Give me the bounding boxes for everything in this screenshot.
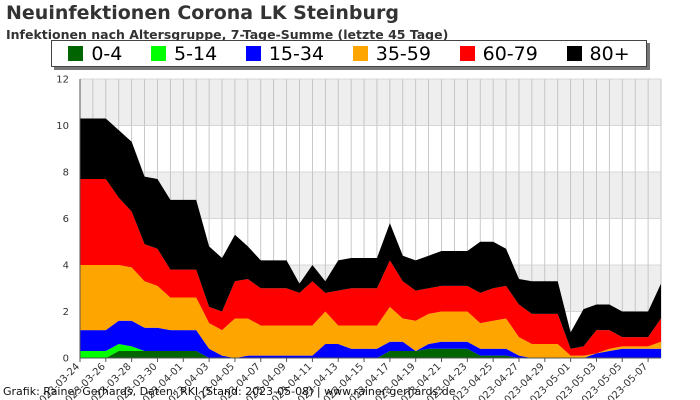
background-band <box>80 79 661 126</box>
legend-swatch <box>460 46 475 61</box>
legend-label: 5-14 <box>174 43 217 65</box>
legend-label: 0-4 <box>91 43 122 65</box>
legend-label: 35-59 <box>376 43 431 65</box>
legend-item-5-14: 5-14 <box>151 43 217 65</box>
legend-label: 80+ <box>590 43 630 65</box>
legend-swatch <box>353 46 368 61</box>
legend-swatch <box>68 46 83 61</box>
y-tick-label: 10 <box>56 121 69 132</box>
y-tick-label: 6 <box>63 214 69 225</box>
y-tick-label: 2 <box>63 307 69 318</box>
legend-item-60-79: 60-79 <box>460 43 538 65</box>
y-tick-label: 0 <box>63 354 69 365</box>
legend-item-35-59: 35-59 <box>353 43 431 65</box>
legend-item-15-34: 15-34 <box>246 43 324 65</box>
credit-text: Grafik: Rainer Gerhards, Daten: RKI (Sta… <box>3 385 455 398</box>
legend-swatch <box>567 46 582 61</box>
y-tick-labels: 0 2 4 6 8 10 12 <box>56 75 69 365</box>
y-tick-label: 12 <box>56 75 69 86</box>
y-tick-label: 8 <box>63 168 69 179</box>
legend-swatch <box>246 46 261 61</box>
legend-swatch <box>151 46 166 61</box>
legend-item-80+: 80+ <box>567 43 630 65</box>
series-areas <box>80 119 661 358</box>
legend-label: 60-79 <box>483 43 538 65</box>
legend: 0-4 5-14 15-34 35-59 60-79 80+ <box>51 40 647 67</box>
legend-label: 15-34 <box>269 43 324 65</box>
legend-item-0-4: 0-4 <box>68 43 122 65</box>
y-tick-label: 4 <box>63 261 69 272</box>
